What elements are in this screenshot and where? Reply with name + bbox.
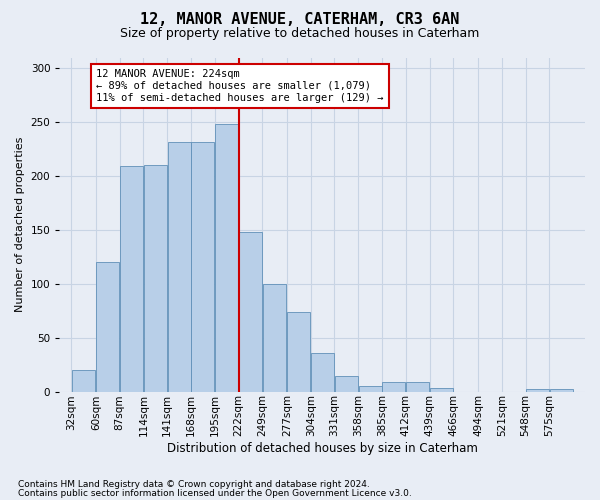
- Bar: [144, 166, 167, 392]
- Text: Contains public sector information licensed under the Open Government Licence v3: Contains public sector information licen…: [18, 489, 412, 498]
- Y-axis label: Number of detached properties: Number of detached properties: [15, 137, 25, 312]
- Bar: [359, 386, 382, 392]
- Bar: [263, 284, 286, 392]
- Bar: [167, 142, 191, 392]
- Bar: [71, 370, 95, 392]
- Bar: [550, 390, 573, 392]
- Bar: [430, 388, 453, 392]
- Bar: [406, 382, 429, 392]
- Bar: [215, 124, 238, 392]
- Bar: [120, 166, 143, 392]
- Bar: [287, 312, 310, 392]
- Bar: [526, 390, 549, 392]
- Bar: [311, 352, 334, 392]
- Text: Size of property relative to detached houses in Caterham: Size of property relative to detached ho…: [121, 28, 479, 40]
- Bar: [382, 382, 406, 392]
- Text: 12, MANOR AVENUE, CATERHAM, CR3 6AN: 12, MANOR AVENUE, CATERHAM, CR3 6AN: [140, 12, 460, 26]
- Bar: [335, 376, 358, 392]
- Bar: [96, 262, 119, 392]
- X-axis label: Distribution of detached houses by size in Caterham: Distribution of detached houses by size …: [167, 442, 478, 455]
- Text: Contains HM Land Registry data © Crown copyright and database right 2024.: Contains HM Land Registry data © Crown c…: [18, 480, 370, 489]
- Text: 12 MANOR AVENUE: 224sqm
← 89% of detached houses are smaller (1,079)
11% of semi: 12 MANOR AVENUE: 224sqm ← 89% of detache…: [96, 70, 383, 102]
- Bar: [191, 142, 214, 392]
- Bar: [239, 232, 262, 392]
